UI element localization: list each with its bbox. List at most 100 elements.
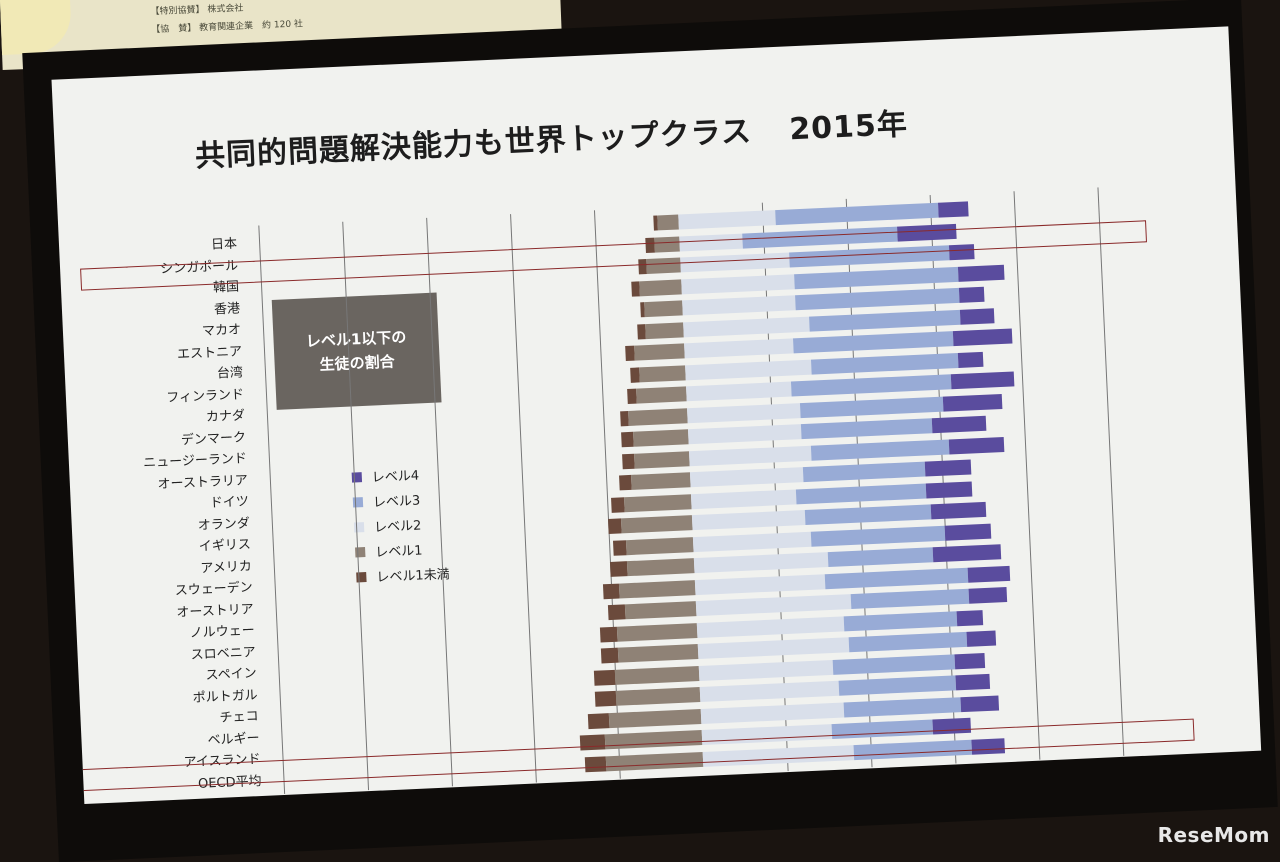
bar-segment <box>683 316 810 337</box>
bar-segment <box>607 518 622 534</box>
bar-segment <box>952 328 1013 347</box>
bar-segment <box>790 374 952 397</box>
bar-segment <box>633 429 689 447</box>
bar-segment <box>601 647 619 664</box>
highlight-japan-row <box>80 220 1147 291</box>
poster-row1-text: 株式会社 <box>207 3 244 16</box>
slide-title-year: 2015年 <box>788 107 909 148</box>
gridline <box>510 214 537 783</box>
bar-segment <box>645 321 684 339</box>
bar-segment <box>805 504 932 526</box>
bar-segment <box>960 694 1000 712</box>
bar-segment <box>696 615 845 638</box>
bar-segment <box>634 450 690 469</box>
bar-segment <box>698 659 834 681</box>
poster-row-1: 【特別協賛】 株式会社 <box>150 1 243 18</box>
bar-segment <box>635 386 687 404</box>
bar-segment <box>615 687 701 706</box>
bar-segment <box>966 630 997 647</box>
bar-segment <box>638 364 686 382</box>
bar-segment <box>618 474 632 491</box>
bar-segment <box>933 544 1001 563</box>
poster-illustration <box>0 0 73 55</box>
bar-segment <box>593 669 616 686</box>
bar-segment <box>644 300 683 318</box>
bar-segment <box>803 461 926 483</box>
bar-segment <box>678 210 776 230</box>
bar-segment <box>618 644 699 663</box>
bar-segment <box>608 708 702 728</box>
bar-segment <box>628 407 688 426</box>
gridline <box>1097 187 1125 756</box>
bar-segment <box>607 604 626 621</box>
legend-label: レベル1未満 <box>376 567 450 586</box>
bar-segment <box>614 665 700 685</box>
bar-segment <box>682 295 797 316</box>
bar-segment <box>838 675 957 696</box>
bar-segment <box>687 402 801 423</box>
bar-segment <box>625 536 694 555</box>
bar-segment <box>587 712 610 729</box>
legend-label: レベル4 <box>371 468 420 486</box>
bar-segment <box>686 381 792 402</box>
bar-segment <box>691 510 806 531</box>
bar-segment <box>843 696 962 717</box>
legend-label: レベル2 <box>373 518 422 536</box>
bar-segment <box>699 680 839 702</box>
bar-segment <box>611 496 625 513</box>
bar-segment <box>609 561 628 577</box>
gridline <box>1013 191 1041 760</box>
bar-segment <box>958 264 1005 282</box>
bar-segment <box>938 201 969 218</box>
bar-segment <box>700 702 845 724</box>
bar-segment <box>602 583 620 599</box>
slide-title-main: 共同的問題解決能力も世界トップクラス <box>194 114 753 175</box>
bar-segment <box>954 652 985 669</box>
bar-segment <box>694 573 826 595</box>
bar-segment <box>692 531 812 552</box>
poster-row2-text: 教育関連企業 約 120 社 <box>198 19 304 34</box>
bar-segment <box>793 331 954 354</box>
projection-screen: 共同的問題解決能力も世界トップクラス 2015年 レベル1以下の 生徒の割合 レ… <box>22 0 1278 862</box>
bar-segment <box>613 539 627 556</box>
bar-segment <box>828 547 934 568</box>
note-line-2: 生徒の割合 <box>319 352 396 374</box>
legend-label: レベル1 <box>374 543 423 561</box>
bar-segment <box>931 501 987 520</box>
bar-segment <box>621 453 636 469</box>
bar-segment <box>620 515 693 534</box>
bar-segment <box>684 338 794 359</box>
bar-segment <box>967 565 1011 583</box>
bar-segment <box>681 273 796 294</box>
bar-segment <box>690 488 797 509</box>
bar-segment <box>688 445 812 466</box>
bar-segment <box>639 278 682 296</box>
bar-segment <box>832 653 956 675</box>
bar-segment <box>689 467 804 488</box>
bar-segment <box>925 480 973 499</box>
bar-segment <box>931 415 987 434</box>
bar-segment <box>624 601 697 620</box>
bar-segment <box>774 202 940 226</box>
presentation-slide: 共同的問題解決能力も世界トップクラス 2015年 レベル1以下の 生徒の割合 レ… <box>51 26 1262 805</box>
bar-segment <box>594 690 617 707</box>
level1-below-note-box: レベル1以下の 生徒の割合 <box>271 292 442 410</box>
bar-segment <box>968 586 1007 604</box>
bar-segment <box>809 309 961 332</box>
bar-segment <box>944 523 992 541</box>
poster-row-2: 【協 賛】 教育関連企業 約 120 社 <box>151 16 303 35</box>
chart-legend: レベル4 レベル3 レベル2 レベル1 レベル1未満 <box>351 460 450 589</box>
bar-segment <box>810 352 959 375</box>
bar-segment <box>693 552 829 574</box>
legend-item: レベル1未満 <box>356 560 450 589</box>
poster-row2-label: 【協 賛】 <box>151 23 197 36</box>
bar-segment <box>950 371 1014 390</box>
bar-segment <box>955 673 990 691</box>
bar-segment <box>600 626 618 642</box>
bar-segment <box>697 637 850 660</box>
bar-segment <box>631 472 691 490</box>
bar-segment <box>949 436 1005 454</box>
bar-segment <box>959 286 985 303</box>
bar-segment <box>657 214 679 231</box>
bar-segment <box>810 525 946 547</box>
